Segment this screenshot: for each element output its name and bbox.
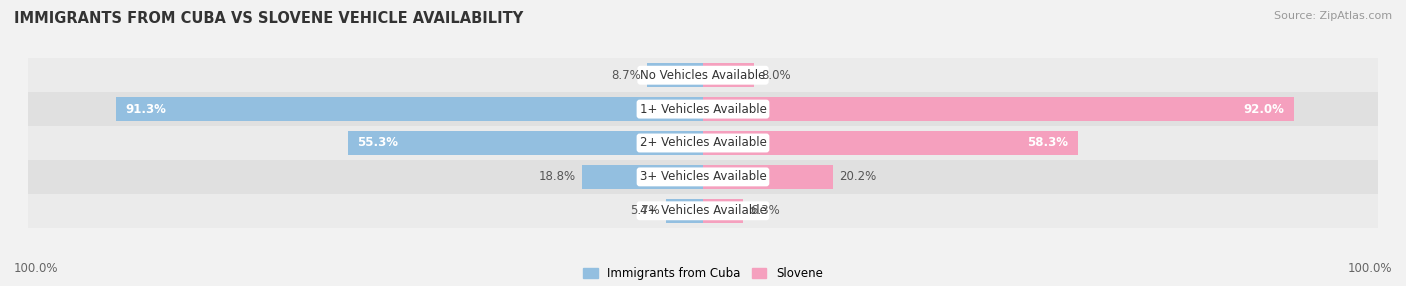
- Bar: [647, 63, 703, 88]
- Text: 58.3%: 58.3%: [1026, 136, 1069, 150]
- Text: 100.0%: 100.0%: [14, 262, 59, 275]
- Bar: [582, 165, 703, 189]
- Text: 91.3%: 91.3%: [125, 103, 167, 116]
- Bar: [703, 97, 1295, 121]
- Text: 5.7%: 5.7%: [630, 204, 659, 217]
- Bar: [28, 194, 1378, 228]
- Bar: [703, 198, 744, 223]
- Bar: [117, 97, 703, 121]
- Bar: [666, 198, 703, 223]
- Text: 8.0%: 8.0%: [761, 69, 790, 82]
- Text: 20.2%: 20.2%: [839, 170, 876, 183]
- Legend: Immigrants from Cuba, Slovene: Immigrants from Cuba, Slovene: [583, 267, 823, 280]
- Bar: [347, 131, 703, 155]
- Bar: [703, 63, 755, 88]
- Text: 1+ Vehicles Available: 1+ Vehicles Available: [640, 103, 766, 116]
- Text: No Vehicles Available: No Vehicles Available: [640, 69, 766, 82]
- Text: 4+ Vehicles Available: 4+ Vehicles Available: [640, 204, 766, 217]
- Text: 92.0%: 92.0%: [1244, 103, 1285, 116]
- Bar: [703, 131, 1078, 155]
- Bar: [28, 160, 1378, 194]
- Bar: [703, 165, 832, 189]
- Text: 18.8%: 18.8%: [538, 170, 575, 183]
- Text: 100.0%: 100.0%: [1347, 262, 1392, 275]
- Bar: [28, 92, 1378, 126]
- Text: 2+ Vehicles Available: 2+ Vehicles Available: [640, 136, 766, 150]
- Bar: [28, 126, 1378, 160]
- Text: 6.3%: 6.3%: [749, 204, 780, 217]
- Bar: [28, 58, 1378, 92]
- Text: 8.7%: 8.7%: [610, 69, 641, 82]
- Text: IMMIGRANTS FROM CUBA VS SLOVENE VEHICLE AVAILABILITY: IMMIGRANTS FROM CUBA VS SLOVENE VEHICLE …: [14, 11, 523, 26]
- Text: Source: ZipAtlas.com: Source: ZipAtlas.com: [1274, 11, 1392, 21]
- Text: 55.3%: 55.3%: [357, 136, 398, 150]
- Text: 3+ Vehicles Available: 3+ Vehicles Available: [640, 170, 766, 183]
